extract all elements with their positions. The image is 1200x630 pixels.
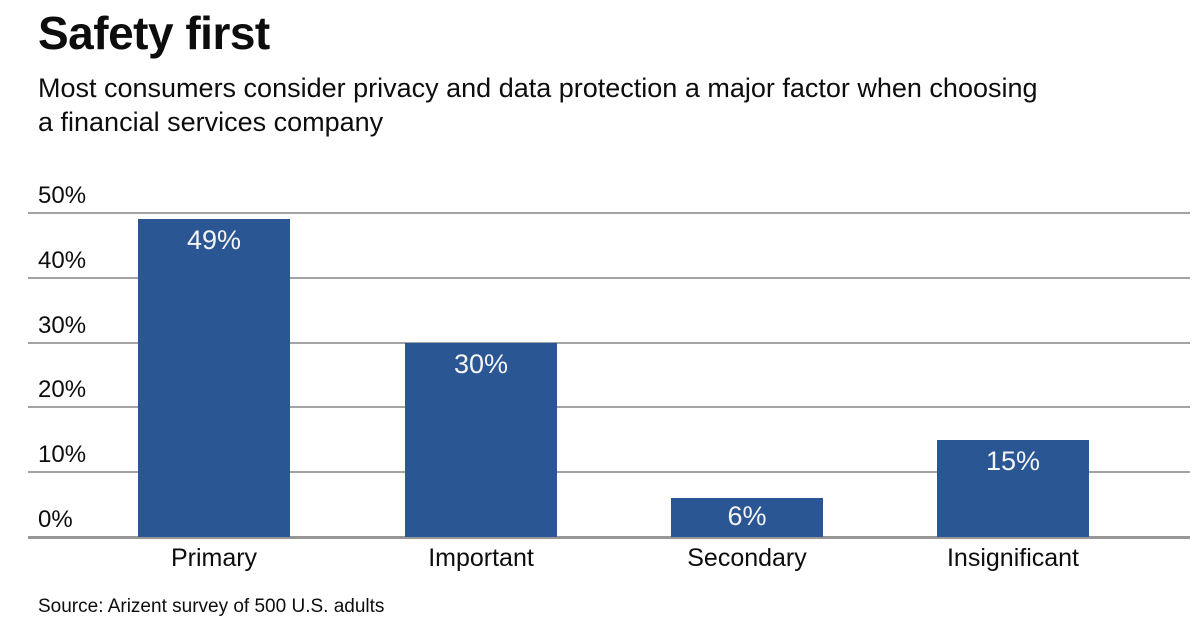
bar-important: 30% — [405, 342, 557, 537]
bar-insignificant: 15% — [937, 439, 1089, 537]
source-note: Source: Arizent survey of 500 U.S. adult… — [38, 596, 385, 617]
chart-subtitle-line1: Most consumers consider privacy and data… — [38, 73, 1038, 103]
x-axis-category-label: Primary — [170, 544, 258, 572]
y-axis-tick-label: 40% — [38, 246, 87, 274]
bar-primary: 49% — [138, 219, 290, 537]
bar-value-label: 6% — [727, 501, 767, 532]
bar-value-label: 15% — [985, 445, 1041, 476]
y-axis-tick-label: 50% — [38, 182, 87, 209]
chart-subtitle-line2: a financial services company — [38, 107, 384, 137]
gridline-10% — [28, 471, 1190, 474]
bar-secondary: 6% — [671, 498, 823, 537]
gridline-30% — [28, 341, 1190, 344]
chart-title: Safety first — [38, 7, 270, 59]
gridline-40% — [28, 276, 1190, 279]
bar-chart: 0% 10% 20% 30% 40% 50% 49% Primary 30% Important 6… — [28, 182, 1190, 572]
x-axis-category-label: Important — [428, 544, 534, 572]
x-axis-category-label: Insignificant — [946, 544, 1080, 572]
bar-value-label: 49% — [186, 225, 242, 256]
y-axis-tick-label: 20% — [38, 376, 87, 404]
x-axis-category-label: Secondary — [687, 544, 807, 572]
gridline-50% — [28, 212, 1190, 214]
y-axis-tick-label: 30% — [38, 311, 87, 339]
y-axis-tick-label: 10% — [38, 441, 87, 469]
bar-value-label: 30% — [453, 348, 509, 379]
gridline-0% — [28, 536, 1190, 539]
gridline-20% — [28, 406, 1190, 409]
y-axis-tick-label: 0% — [38, 506, 73, 533]
chart-subtitle: Most consumers consider privacy and data… — [38, 71, 1038, 139]
